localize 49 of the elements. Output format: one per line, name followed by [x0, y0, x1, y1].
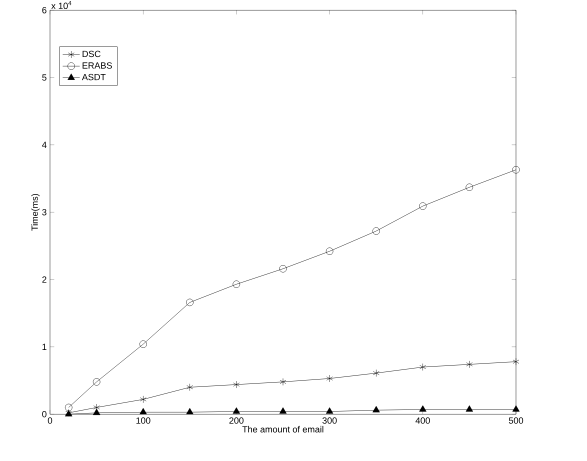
- point: [64, 404, 72, 412]
- point: [92, 378, 100, 386]
- point: [280, 378, 286, 386]
- legend-label: DSC: [82, 50, 101, 57]
- point: [372, 369, 380, 377]
- x-tick-label: 200: [229, 417, 244, 424]
- point: [186, 408, 194, 414]
- legend-label: ASDT: [82, 74, 106, 80]
- point: [279, 407, 287, 414]
- legend-label: ERABS: [82, 62, 112, 69]
- point: [92, 408, 100, 415]
- point: [372, 406, 380, 412]
- x-tick-label: 300: [322, 417, 337, 424]
- x-tick-label: 0: [48, 417, 52, 424]
- point: [466, 405, 474, 412]
- x-tick-label: 100: [136, 417, 150, 424]
- point: [512, 405, 520, 412]
- x-tick-label: 400: [416, 417, 430, 424]
- point: [186, 383, 194, 391]
- point: [466, 360, 473, 368]
- point: [420, 363, 426, 371]
- point: [466, 184, 474, 191]
- point: [232, 407, 240, 414]
- point: [326, 247, 334, 255]
- point: [140, 396, 146, 403]
- point: [140, 408, 147, 414]
- point: [512, 358, 520, 366]
- point: [233, 380, 240, 388]
- y-tick-label: 0: [42, 410, 46, 418]
- point: [326, 407, 334, 414]
- point: [279, 264, 287, 272]
- y-tick-label: 3: [42, 208, 46, 216]
- point: [140, 340, 147, 348]
- y-tick-label: 6: [42, 6, 46, 14]
- x-tick-label: 500: [508, 417, 524, 424]
- point: [372, 227, 380, 235]
- text: x 10$^{4}$: [51, 0, 72, 9]
- point: [186, 298, 194, 306]
- x-axis-title: The amount of email: [242, 426, 324, 432]
- y-tick-label: 5: [42, 74, 46, 81]
- point: [326, 374, 333, 382]
- y-tick-label: 4: [42, 142, 47, 148]
- y-tick-label: 1: [42, 344, 46, 350]
- point: [512, 166, 520, 174]
- point: [419, 405, 426, 412]
- point: [232, 280, 240, 288]
- point: [419, 202, 426, 210]
- y-axis-title: Time(ms): [31, 194, 40, 231]
- y-tick-label: 2: [42, 276, 46, 283]
